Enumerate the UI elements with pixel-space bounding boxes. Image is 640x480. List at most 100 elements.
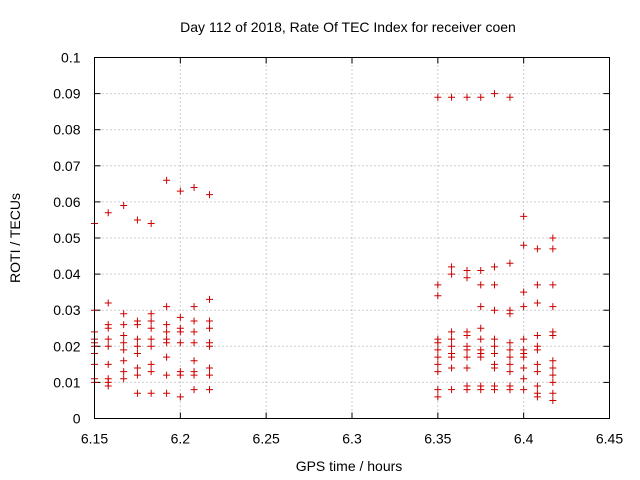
data-point — [533, 331, 541, 339]
data-point — [533, 360, 541, 368]
x-tick-label: 6.25 — [253, 431, 280, 447]
data-point — [434, 353, 442, 361]
plot-frame — [94, 57, 610, 419]
data-point — [104, 299, 112, 307]
data-point — [533, 299, 541, 307]
data-point — [163, 321, 171, 329]
data-point — [176, 371, 184, 379]
data-point — [104, 335, 112, 343]
data-point — [490, 90, 498, 98]
data-point — [549, 245, 557, 253]
data-point — [506, 368, 514, 376]
data-point — [434, 393, 442, 401]
data-point — [506, 259, 514, 267]
y-tick-label: 0.09 — [53, 86, 80, 102]
data-point — [520, 288, 528, 296]
data-point — [520, 335, 528, 343]
data-point — [120, 339, 128, 347]
data-point — [506, 93, 514, 101]
data-point — [190, 357, 198, 365]
data-point — [533, 346, 541, 354]
data-point — [506, 353, 514, 361]
data-point — [490, 281, 498, 289]
data-point — [520, 353, 528, 361]
y-axis-title: ROTI / TECUs — [7, 193, 23, 283]
data-point — [463, 274, 471, 282]
data-point — [190, 183, 198, 191]
data-point — [490, 263, 498, 271]
data-point — [549, 364, 557, 372]
data-point — [506, 339, 514, 347]
data-point — [490, 364, 498, 372]
x-tick-label: 6.35 — [424, 431, 451, 447]
data-point — [506, 360, 514, 368]
data-point — [147, 324, 155, 332]
data-point — [520, 375, 528, 383]
data-point — [477, 335, 485, 343]
data-point — [533, 393, 541, 401]
data-point — [206, 371, 214, 379]
data-point — [147, 368, 155, 376]
x-tick-label: 6.4 — [514, 431, 534, 447]
data-point — [147, 342, 155, 350]
data-point — [163, 176, 171, 184]
data-point — [448, 364, 456, 372]
data-point — [163, 389, 171, 397]
data-point — [120, 346, 128, 354]
data-point — [549, 303, 557, 311]
data-point — [520, 364, 528, 372]
y-tick-label: 0.06 — [53, 194, 80, 210]
data-point — [176, 328, 184, 336]
data-point — [206, 324, 214, 332]
data-point — [104, 360, 112, 368]
data-point — [434, 339, 442, 347]
data-point — [133, 350, 141, 358]
data-point — [206, 317, 214, 325]
data-point — [477, 303, 485, 311]
data-point — [176, 339, 184, 347]
data-point — [190, 317, 198, 325]
data-point — [520, 386, 528, 394]
axis-ticks: 6.15 6.2 6.25 6.3 6.35 6.4 6.45 0 0.01 0.02 0.03 0.… — [53, 50, 623, 447]
y-tick-label: 0 — [73, 411, 81, 427]
data-point — [549, 281, 557, 289]
y-tick-label: 0.01 — [53, 374, 80, 390]
data-point — [120, 310, 128, 318]
data-point — [477, 266, 485, 274]
data-point — [434, 93, 442, 101]
data-point — [448, 386, 456, 394]
data-point — [147, 389, 155, 397]
data-point — [448, 328, 456, 336]
data-point — [463, 364, 471, 372]
data-point — [463, 266, 471, 274]
data-point — [133, 342, 141, 350]
y-tick-label: 0.03 — [53, 302, 80, 318]
data-point — [133, 371, 141, 379]
data-point — [120, 368, 128, 376]
data-point — [133, 321, 141, 329]
x-axis-title: GPS time / hours — [296, 458, 403, 474]
data-point — [133, 216, 141, 224]
data-point — [533, 382, 541, 390]
data-point — [506, 386, 514, 394]
data-point — [448, 353, 456, 361]
data-point — [490, 342, 498, 350]
x-tick-label: 6.3 — [342, 431, 362, 447]
data-point — [490, 335, 498, 343]
data-point — [434, 292, 442, 300]
x-tick-label: 6.45 — [596, 431, 623, 447]
data-point — [104, 324, 112, 332]
data-point — [463, 386, 471, 394]
data-point — [549, 396, 557, 404]
y-tick-label: 0.07 — [53, 158, 80, 174]
data-point — [520, 241, 528, 249]
data-point — [434, 386, 442, 394]
data-point — [506, 310, 514, 318]
data-point — [506, 346, 514, 354]
data-point — [463, 346, 471, 354]
data-points — [91, 90, 557, 404]
data-point — [448, 270, 456, 278]
data-point — [163, 303, 171, 311]
grid — [94, 57, 610, 419]
